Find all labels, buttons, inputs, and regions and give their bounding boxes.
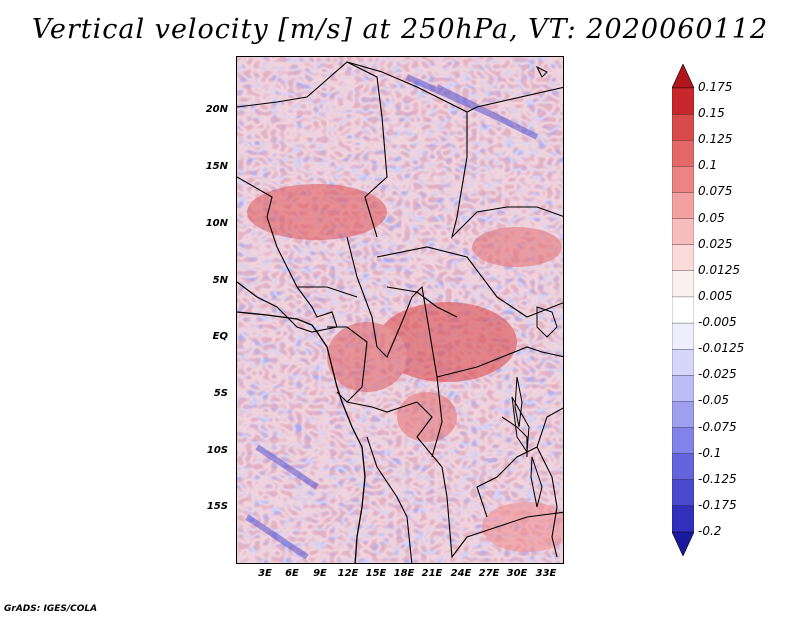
lat-label-5n: 5N <box>212 275 228 286</box>
colorbar-segment <box>672 427 694 455</box>
colorbar-segment <box>672 218 694 246</box>
colorbar-label: -0.1 <box>698 445 722 460</box>
colorbar-segment <box>672 270 694 298</box>
lon-label-33e: 33E <box>535 568 557 579</box>
lon-label-27e: 27E <box>478 568 500 579</box>
colorbar-label: -0.025 <box>698 367 737 382</box>
lat-label-10n: 10N <box>205 218 228 229</box>
colorbar-segment <box>672 192 694 220</box>
colorbar-label: -0.175 <box>698 497 737 512</box>
lon-label-15e: 15E <box>365 568 387 579</box>
lakes <box>511 65 558 508</box>
colorbar-label: 0.005 <box>698 288 733 303</box>
lon-label-21e: 21E <box>421 568 443 579</box>
coastline <box>237 311 366 563</box>
colorbar-segment <box>672 375 694 402</box>
colorbar-label: -0.075 <box>698 419 737 434</box>
colorbar-label: 0.175 <box>698 80 733 94</box>
colorbar-bottom-triangle <box>672 531 694 556</box>
colorbar-segment <box>672 166 694 193</box>
plot-title: Vertical velocity [m/s] at 250hPa, VT: 2… <box>31 14 769 45</box>
colorbar-label: -0.0125 <box>698 341 745 356</box>
colorbar-label: -0.125 <box>698 471 737 486</box>
negative-streaks <box>245 74 539 560</box>
credit-text: GrADS: IGES/COLA <box>4 604 98 614</box>
colorbar-segment <box>672 244 694 272</box>
colorbar-label: 0.0125 <box>698 262 740 277</box>
colorbar-segment <box>672 140 694 167</box>
colorbar-segment <box>672 87 694 115</box>
country-borders <box>237 61 563 563</box>
map-canvas <box>237 57 563 563</box>
colorbar-label: -0.05 <box>698 393 730 408</box>
lat-label-eq: EQ <box>212 331 228 342</box>
lon-label-9e: 9E <box>313 568 327 579</box>
lat-label-20n: 20N <box>205 104 228 115</box>
colorbar-label: 0.15 <box>698 106 725 121</box>
lon-label-12e: 12E <box>337 568 359 579</box>
lat-label-15s: 15S <box>206 501 228 512</box>
colorbar <box>672 64 694 556</box>
colorbar-label: 0.025 <box>698 236 733 251</box>
colorbar-segment <box>672 453 694 481</box>
field-neutral <box>237 57 563 563</box>
colorbar-top-triangle <box>672 64 694 89</box>
colorbar-label: 0.075 <box>698 184 733 199</box>
colorbar-label: 0.1 <box>698 158 718 173</box>
colorbar-segment <box>672 113 694 141</box>
colorbar-segment <box>672 505 694 533</box>
colorbar-segment <box>672 322 694 350</box>
colorbar-label: -0.2 <box>698 524 722 538</box>
lon-label-30e: 30E <box>506 568 528 579</box>
colorbar-label: -0.005 <box>698 315 737 330</box>
colorbar-segment <box>672 349 694 376</box>
lat-label-15n: 15N <box>205 161 228 172</box>
colorbar-segment <box>672 401 694 428</box>
colorbar-segment <box>672 296 694 324</box>
lon-label-3e: 3E <box>258 568 272 579</box>
colorbar-label: 0.125 <box>698 132 733 147</box>
lat-label-5s: 5S <box>213 388 228 399</box>
colorbar-segment <box>672 479 694 507</box>
colorbar-label: 0.05 <box>698 210 725 225</box>
lon-label-18e: 18E <box>393 568 415 579</box>
lon-label-24e: 24E <box>450 568 472 579</box>
velocity-map <box>236 56 564 564</box>
lon-label-6e: 6E <box>285 568 299 579</box>
lat-label-10s: 10S <box>206 445 228 456</box>
